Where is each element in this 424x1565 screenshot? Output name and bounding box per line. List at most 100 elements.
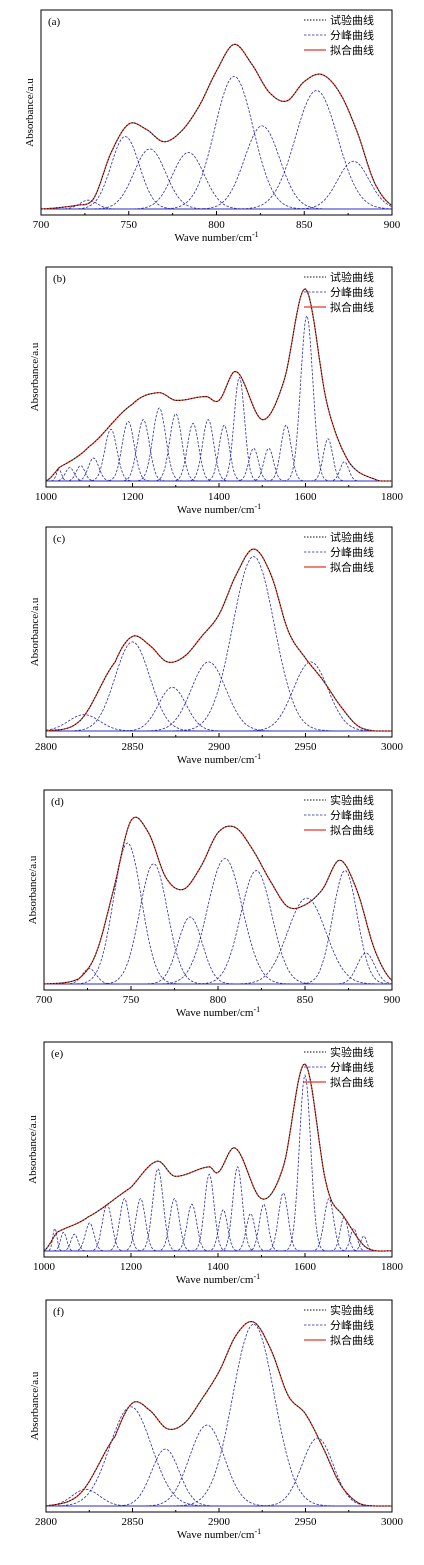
- x-tick-label: 700: [33, 219, 50, 231]
- component-peak: [244, 1203, 284, 1252]
- component-peak: [117, 151, 260, 210]
- legend-experimental-label: 试验曲线: [330, 530, 374, 544]
- component-peak: [110, 686, 235, 732]
- legend-experimental-label: 实验曲线: [330, 1045, 374, 1059]
- component-peak: [70, 1222, 110, 1252]
- component-peak: [160, 555, 347, 732]
- x-axis-label: Wave number/cm-1: [177, 752, 261, 766]
- experimental-curve: [45, 288, 392, 482]
- x-tick-label: 3000: [381, 741, 404, 753]
- legend-fit-label: 拟合曲线: [330, 1333, 374, 1347]
- x-tick-label: 2850: [122, 1516, 145, 1528]
- component-peak: [153, 1198, 196, 1252]
- x-tick-label: 1400: [207, 1261, 230, 1273]
- x-tick-label: 800: [208, 219, 225, 231]
- legend-experimental-label: 实验曲线: [330, 1303, 374, 1317]
- component-peak: [216, 1166, 260, 1252]
- component-peak: [231, 1213, 271, 1252]
- component-peak: [247, 1437, 388, 1507]
- experimental-curve: [43, 1063, 393, 1252]
- component-peak: [147, 75, 321, 210]
- x-tick-label: 2900: [208, 1516, 231, 1528]
- component-peak: [54, 641, 211, 732]
- fit-curve: [45, 1320, 392, 1507]
- component-peak: [135, 916, 245, 985]
- x-tick-label: 1000: [33, 1261, 56, 1273]
- x-tick-label: 2800: [35, 741, 58, 753]
- x-axis-label: Wave number/cm-1: [177, 502, 261, 516]
- component-peak: [49, 1231, 78, 1252]
- component-peak: [221, 90, 393, 210]
- x-tick-label: 1600: [295, 491, 318, 503]
- component-peak: [130, 407, 189, 482]
- legend-components-label: 分峰曲线: [330, 28, 374, 42]
- y-axis-label: Absorbance/a.u: [29, 597, 41, 666]
- panel-a: 700 750 800 850 900 Wave number/cm-1 Absorbanc…: [24, 9, 401, 244]
- fit-curve: [40, 43, 393, 210]
- x-axis-label: Wave number/cm-1: [177, 1527, 261, 1541]
- component-peak: [350, 1235, 378, 1252]
- panel-f: 2800 2850 2900 2950 3000 Wave number/cm-1 Abso…: [29, 1299, 404, 1541]
- panel-tag: (e): [51, 1048, 64, 1060]
- component-peak: [282, 160, 393, 210]
- x-tick-label: 750: [123, 994, 140, 1006]
- component-peak: [203, 1209, 243, 1252]
- component-peak: [279, 315, 334, 482]
- legend-experimental-label: 实验曲线: [330, 793, 374, 807]
- y-axis-label: Absorbance/a.u: [27, 855, 39, 924]
- x-axis-label-sup: -1: [253, 1272, 260, 1281]
- legend-components-label: 分峰曲线: [330, 1060, 374, 1074]
- y-axis-label: Absorbance/a.u: [24, 78, 36, 147]
- component-peak: [134, 1168, 182, 1252]
- legend-components-label: 分峰曲线: [330, 1318, 374, 1332]
- panel-tag: (a): [48, 16, 61, 28]
- x-axis-label: Wave number/cm-1: [174, 230, 258, 244]
- x-tick-label: 1800: [381, 1261, 404, 1273]
- legend-components-label: 分峰曲线: [330, 545, 374, 559]
- component-peak: [62, 135, 189, 210]
- component-peak: [61, 465, 101, 482]
- component-peak: [130, 661, 287, 732]
- legend-fit-label: 拟合曲线: [330, 823, 374, 837]
- x-axis-label-sup: -1: [254, 1527, 261, 1536]
- component-peak: [58, 1233, 91, 1252]
- component-peak: [216, 376, 263, 482]
- x-tick-label: 2850: [122, 741, 145, 753]
- x-axis-label-sup: -1: [254, 752, 261, 761]
- component-peak: [182, 419, 234, 482]
- component-peak: [187, 1173, 231, 1252]
- component-peak: [46, 1406, 225, 1507]
- fit-curve: [43, 1063, 393, 1252]
- component-peak: [325, 461, 364, 482]
- component-peak: [220, 897, 392, 985]
- panel-d: 700 750 800 850 900 Wave number/cm-1 Absorbanc…: [27, 789, 401, 1019]
- component-peak: [307, 1198, 351, 1252]
- x-tick-label: 750: [121, 219, 138, 231]
- component-peak: [279, 1074, 331, 1252]
- legend-components-label: 分峰曲线: [330, 285, 374, 299]
- x-tick-label: 800: [210, 994, 227, 1006]
- x-tick-label: 3000: [381, 1516, 404, 1528]
- component-peak: [200, 424, 248, 482]
- component-peak: [50, 467, 90, 482]
- component-peak: [262, 424, 310, 482]
- component-peak: [129, 1424, 285, 1507]
- panel-b: 1000 1200 1400 1600 1800 Wave number/cm-1 Abso…: [29, 266, 404, 516]
- component-peak: [119, 1198, 163, 1252]
- panel-tag: (c): [53, 533, 66, 545]
- x-axis-label-sup: -1: [253, 1005, 260, 1014]
- component-peak: [148, 413, 203, 482]
- component-peak: [64, 842, 191, 985]
- x-tick-label: 1200: [122, 491, 145, 503]
- component-peak: [146, 857, 304, 985]
- component-peak: [47, 469, 71, 482]
- component-peak: [247, 447, 291, 482]
- fit-curve: [45, 548, 392, 732]
- x-tick-label: 1400: [208, 491, 231, 503]
- x-tick-label: 1600: [294, 1261, 317, 1273]
- x-tick-label: 900: [384, 994, 401, 1006]
- panel-tag: (d): [51, 796, 64, 808]
- x-axis-label: Wave number/cm-1: [176, 1005, 260, 1019]
